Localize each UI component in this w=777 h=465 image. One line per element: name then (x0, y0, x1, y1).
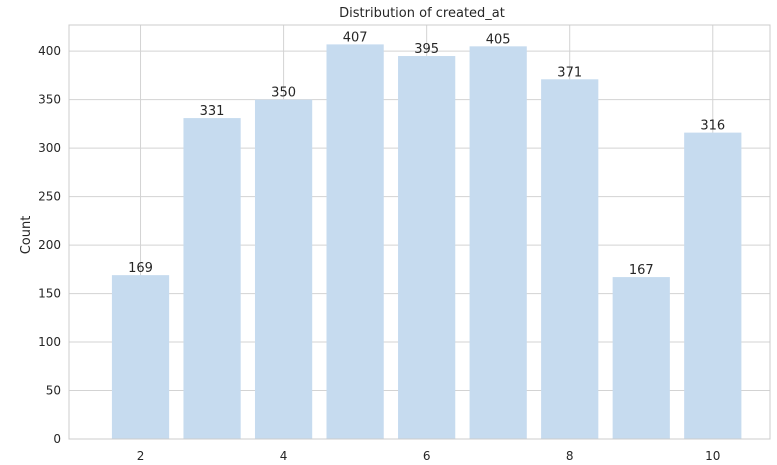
y-axis-title: Count (19, 216, 34, 255)
bar (612, 277, 670, 439)
chart-title: Distribution of created_at (339, 6, 505, 21)
bar (183, 118, 241, 440)
bar-value-label: 331 (200, 104, 225, 119)
x-tick-label: 10 (705, 449, 720, 463)
y-tick-label: 100 (38, 335, 61, 349)
bar-value-label: 167 (629, 263, 654, 278)
bar (684, 132, 742, 439)
bar-value-label: 169 (128, 261, 153, 276)
bar (398, 56, 456, 440)
y-tick-label: 300 (38, 141, 61, 155)
bar-value-label: 405 (486, 32, 511, 47)
bar (541, 79, 599, 440)
plot-frame (68, 24, 771, 440)
y-tick-label: 0 (53, 432, 61, 446)
y-tick-label: 400 (38, 44, 61, 58)
bar (254, 99, 313, 440)
bar-value-label: 407 (343, 30, 368, 45)
tick-labels: 0 50 100 150 200 250 300 350 400 2 4 6 8 10 (38, 44, 720, 463)
bars (111, 44, 742, 440)
bar (469, 46, 527, 440)
x-tick-label: 2 (137, 449, 145, 463)
y-tick-label: 50 (46, 384, 61, 398)
data-labels: 169 331 350 407 395 405 371 167 316 (128, 30, 725, 278)
x-tick-label: 4 (280, 449, 288, 463)
bar-value-label: 316 (700, 119, 725, 134)
bar-value-label: 371 (557, 65, 582, 80)
y-tick-label: 200 (38, 238, 61, 252)
x-tick-label: 6 (423, 449, 431, 463)
y-tick-label: 150 (38, 287, 61, 301)
bar-value-label: 350 (271, 86, 296, 101)
y-tick-label: 350 (38, 93, 61, 107)
bar (111, 275, 170, 439)
bar (326, 44, 384, 439)
x-tick-label: 8 (566, 449, 574, 463)
y-tick-label: 250 (38, 190, 61, 204)
bar-value-label: 395 (414, 42, 439, 57)
